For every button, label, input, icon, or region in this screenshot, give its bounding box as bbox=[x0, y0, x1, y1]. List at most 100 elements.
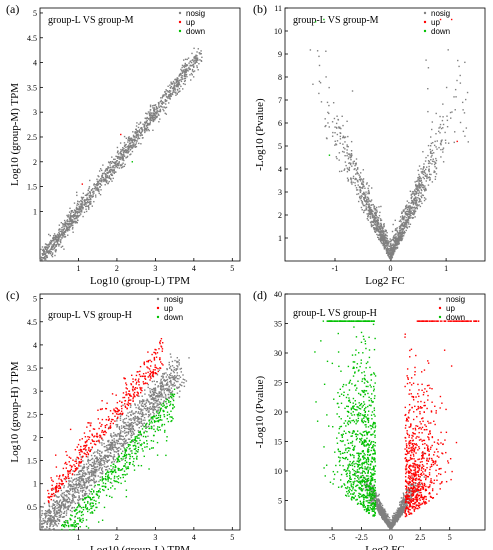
point-nosig bbox=[397, 232, 400, 234]
point-nosig bbox=[376, 227, 378, 229]
point-nosig bbox=[384, 229, 386, 231]
point-up bbox=[118, 413, 121, 415]
point-up bbox=[143, 362, 145, 365]
point-nosig bbox=[367, 215, 369, 218]
point-up bbox=[64, 476, 67, 478]
point-nosig bbox=[153, 388, 155, 391]
point-nosig bbox=[156, 112, 158, 114]
point-nosig bbox=[135, 411, 137, 413]
point-nosig bbox=[417, 169, 419, 172]
point-nosig bbox=[99, 462, 102, 465]
point-nosig bbox=[126, 442, 129, 444]
point-nosig bbox=[442, 161, 445, 163]
point-up bbox=[128, 402, 130, 405]
point-nosig bbox=[188, 62, 190, 64]
point-nosig bbox=[356, 179, 359, 182]
point-nosig bbox=[189, 64, 191, 67]
point-nosig bbox=[419, 180, 421, 183]
point-nosig bbox=[422, 151, 424, 153]
point-nosig bbox=[120, 158, 122, 160]
point-nosig bbox=[100, 177, 102, 180]
point-up bbox=[152, 375, 155, 377]
point-nosig bbox=[390, 251, 392, 254]
point-nosig bbox=[136, 420, 138, 422]
chart-title: group-L VS group-H bbox=[48, 310, 132, 321]
point-nosig bbox=[380, 239, 382, 241]
point-nosig bbox=[346, 177, 349, 179]
point-nosig bbox=[408, 216, 410, 218]
point-nosig bbox=[392, 250, 395, 252]
point-nosig bbox=[146, 124, 149, 126]
point-nosig bbox=[129, 424, 132, 427]
point-nosig bbox=[188, 357, 190, 359]
point-nosig bbox=[122, 444, 124, 446]
point-nosig bbox=[424, 174, 426, 176]
point-nosig bbox=[81, 206, 84, 209]
point-nosig bbox=[158, 406, 161, 409]
point-nosig bbox=[332, 102, 335, 104]
point-down bbox=[133, 465, 135, 467]
point-nosig bbox=[431, 121, 434, 123]
point-nosig bbox=[375, 212, 377, 215]
point-nosig bbox=[63, 500, 66, 502]
point-nosig bbox=[113, 432, 115, 434]
point-nosig bbox=[377, 221, 379, 223]
point-nosig bbox=[71, 487, 74, 490]
point-nosig bbox=[117, 450, 119, 453]
point-nosig bbox=[382, 240, 384, 242]
point-nosig bbox=[93, 463, 95, 465]
point-nosig bbox=[108, 167, 110, 169]
point-nosig bbox=[404, 226, 406, 228]
point-up bbox=[85, 449, 87, 451]
point-nosig bbox=[442, 127, 444, 129]
point-nosig bbox=[123, 422, 125, 424]
point-nosig bbox=[355, 163, 357, 166]
point-nosig bbox=[149, 406, 152, 408]
point-nosig bbox=[365, 209, 368, 211]
x-axis-label: Log10 (group-L) TPM bbox=[90, 275, 190, 287]
point-nosig bbox=[144, 121, 146, 123]
point-up bbox=[59, 483, 61, 485]
point-nosig bbox=[44, 246, 47, 248]
point-nosig bbox=[401, 231, 403, 233]
point-nosig bbox=[66, 498, 68, 501]
point-nosig bbox=[94, 471, 97, 473]
point-nosig bbox=[72, 494, 74, 496]
point-nosig bbox=[147, 111, 150, 113]
point-nosig bbox=[68, 485, 70, 487]
point-down bbox=[328, 154, 331, 156]
point-nosig bbox=[78, 495, 80, 497]
point-up bbox=[153, 359, 156, 361]
point-nosig bbox=[372, 221, 375, 224]
point-nosig bbox=[175, 84, 177, 86]
point-nosig bbox=[147, 123, 149, 125]
point-nosig bbox=[402, 209, 405, 211]
point-up bbox=[93, 440, 95, 443]
point-nosig bbox=[179, 383, 181, 386]
point-nosig bbox=[164, 384, 166, 386]
point-nosig bbox=[119, 431, 122, 434]
point-up bbox=[101, 429, 104, 432]
point-nosig bbox=[101, 442, 103, 444]
point-nosig bbox=[71, 510, 73, 513]
point-nosig bbox=[154, 387, 157, 389]
point-nosig bbox=[55, 248, 57, 251]
point-nosig bbox=[390, 242, 392, 245]
point-nosig bbox=[367, 192, 369, 195]
point-nosig bbox=[121, 159, 124, 161]
point-nosig bbox=[159, 100, 162, 103]
point-nosig bbox=[118, 438, 120, 440]
point-down bbox=[163, 431, 166, 433]
point-nosig bbox=[100, 459, 103, 462]
point-nosig bbox=[63, 516, 66, 518]
point-nosig bbox=[161, 95, 164, 97]
point-nosig bbox=[415, 183, 417, 186]
point-nosig bbox=[91, 457, 94, 460]
point-nosig bbox=[82, 466, 84, 468]
point-up bbox=[138, 381, 140, 383]
point-nosig bbox=[383, 223, 385, 225]
point-nosig bbox=[161, 388, 163, 390]
point-nosig bbox=[103, 172, 106, 174]
point-nosig bbox=[145, 402, 148, 404]
point-nosig bbox=[133, 433, 135, 435]
